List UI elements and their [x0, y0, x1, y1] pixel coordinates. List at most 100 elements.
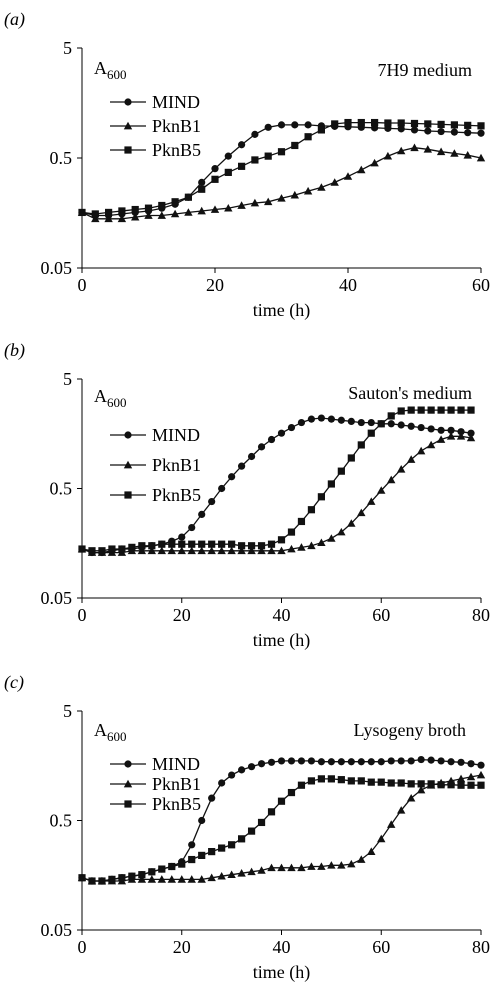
y-tick-label: 0.05	[41, 588, 73, 608]
data-point	[397, 421, 405, 429]
data-point	[78, 208, 86, 217]
data-point	[437, 757, 445, 765]
data-point	[297, 781, 306, 789]
data-point	[277, 757, 286, 765]
data-point	[247, 546, 256, 555]
data-point	[224, 203, 233, 212]
data-point	[317, 862, 326, 870]
data-point	[217, 871, 226, 880]
data-point	[347, 519, 356, 527]
legend-marker	[124, 146, 132, 154]
data-point	[178, 860, 186, 868]
data-point	[171, 198, 179, 206]
data-point	[383, 151, 393, 160]
data-point	[377, 486, 386, 494]
data-point	[406, 793, 416, 802]
data-point	[148, 542, 156, 550]
y-tick-label: 5	[63, 38, 72, 58]
data-point	[218, 540, 226, 548]
legend-label: PknB5	[152, 485, 201, 505]
data-point	[247, 867, 256, 876]
data-point	[297, 863, 306, 872]
legend-label: MIND	[152, 92, 200, 112]
data-point	[187, 546, 196, 555]
data-point	[237, 869, 246, 877]
panel-label: (c)	[4, 672, 24, 693]
data-point	[158, 540, 166, 548]
data-point	[177, 546, 186, 555]
data-point	[178, 533, 186, 541]
data-point	[277, 863, 286, 872]
y-tick-label: 0.5	[50, 148, 73, 168]
series-pknb1	[77, 432, 476, 556]
data-point	[371, 118, 379, 127]
data-point	[317, 493, 325, 501]
data-point	[367, 429, 375, 437]
chart-title: Lysogeny broth	[354, 720, 467, 740]
data-point	[207, 546, 216, 555]
data-point	[477, 122, 485, 130]
data-point	[104, 214, 113, 223]
data-point	[168, 862, 176, 871]
data-point	[407, 406, 415, 414]
data-point	[357, 118, 365, 127]
legend-label: PknB1	[152, 116, 201, 136]
data-point	[118, 545, 126, 553]
data-point	[228, 540, 236, 548]
data-point	[450, 121, 458, 129]
data-point	[387, 820, 396, 828]
chart-panel-1: (a) 0.05 0.5 5 0 20 40 60 time (h) A600 7H9 medium…	[4, 9, 490, 321]
data-point	[447, 406, 455, 414]
data-point	[367, 778, 375, 786]
data-point	[197, 875, 206, 883]
panel-label: (a)	[4, 9, 25, 30]
data-point	[207, 873, 216, 882]
series-line	[81, 147, 482, 220]
data-point	[357, 418, 365, 427]
data-point	[88, 547, 96, 555]
data-point	[397, 465, 406, 473]
data-point	[188, 855, 196, 864]
data-point	[267, 758, 276, 766]
data-point	[427, 425, 435, 433]
data-point	[211, 165, 219, 173]
data-point	[198, 816, 206, 825]
data-point	[467, 429, 475, 437]
data-point	[304, 121, 312, 129]
data-point	[337, 467, 345, 475]
data-point	[224, 168, 232, 176]
data-point	[118, 874, 126, 882]
data-point	[177, 875, 186, 883]
legend-label: MIND	[152, 754, 200, 774]
data-point	[307, 541, 316, 550]
legend-marker	[123, 121, 133, 130]
x-tick-label: 20	[173, 937, 191, 957]
data-point	[370, 158, 379, 167]
data-point	[198, 178, 206, 187]
data-point	[78, 545, 86, 553]
data-point	[147, 546, 157, 555]
data-point	[476, 770, 486, 779]
data-point	[317, 414, 325, 422]
data-point	[397, 806, 406, 814]
data-point	[327, 415, 335, 423]
series-mind	[78, 121, 485, 220]
data-point	[367, 847, 376, 855]
data-point	[178, 540, 186, 548]
data-point	[387, 475, 396, 484]
data-point	[91, 210, 99, 218]
data-point	[267, 540, 276, 548]
data-point	[417, 406, 425, 414]
x-tick-label: 0	[78, 605, 87, 625]
data-point	[131, 205, 139, 214]
data-point	[464, 129, 472, 137]
x-axis-label: time (h)	[253, 962, 310, 983]
data-point	[238, 835, 246, 843]
data-point	[198, 510, 206, 519]
data-point	[138, 871, 146, 879]
legend-label: PknB5	[152, 140, 201, 160]
data-point	[144, 204, 153, 212]
chart-title: 7H9 medium	[378, 60, 473, 80]
data-point	[450, 128, 458, 136]
